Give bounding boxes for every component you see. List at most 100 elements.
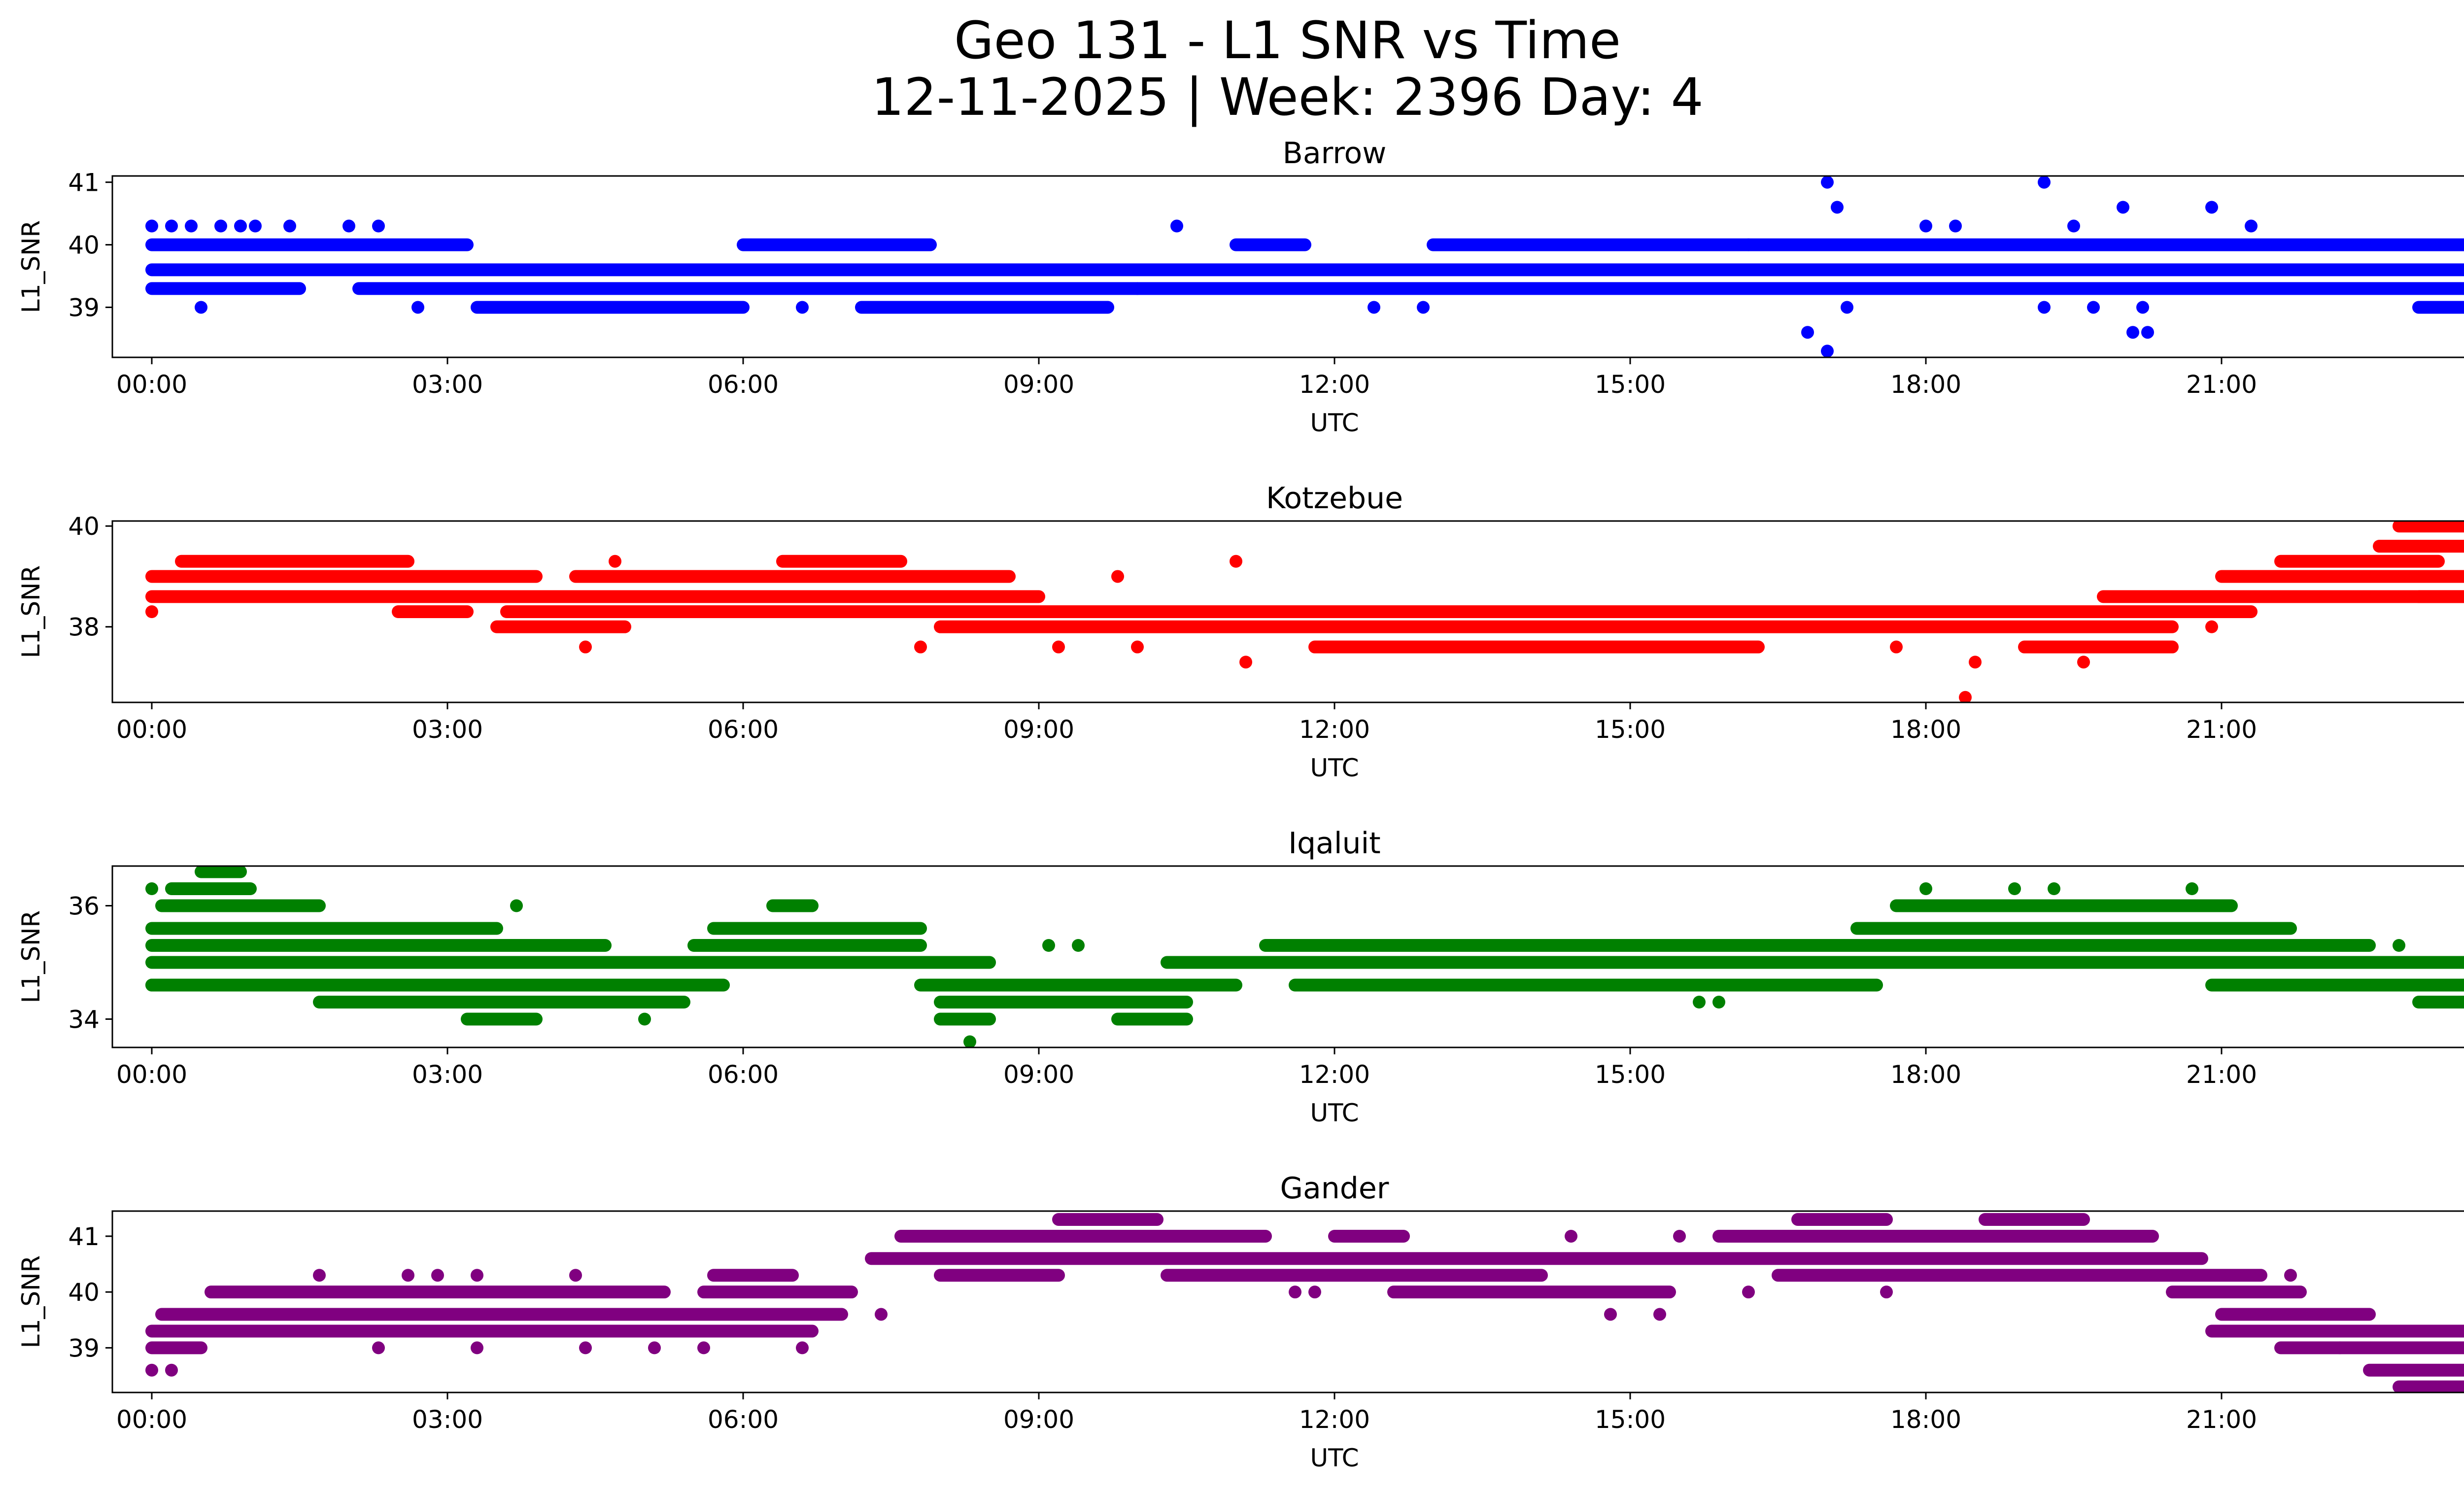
data-point-14: [1712, 996, 1725, 1008]
data-point-17: [2205, 201, 2218, 214]
data-point-3: [214, 219, 227, 233]
x-tick-label: 06:00: [708, 715, 779, 744]
subplot-kotzebue: 00:00 03:00 06:00 09:00 12:00 15:00 18:00 21:00…: [17, 481, 2464, 782]
data-point-12: [1919, 219, 1932, 233]
x-tick-label: 09:00: [1003, 370, 1074, 399]
data-point-10: [1042, 939, 1055, 952]
data-point-12: [796, 1341, 809, 1355]
figure-title-line2: 12-11-2025 | Week: 2396 Day: 4: [871, 67, 1704, 127]
x-tick-label: 00:00: [116, 1405, 187, 1434]
x-tick-label: 15:00: [1595, 1405, 1666, 1434]
x-tick-label: 21:00: [2186, 1405, 2257, 1434]
data-point-14: [1289, 1286, 1301, 1299]
x-tick-label: 00:00: [116, 1060, 187, 1089]
data-point-2: [1052, 640, 1065, 654]
data-point-18: [1653, 1308, 1666, 1321]
data-point-4: [1239, 656, 1252, 669]
x-tick-label: 03:00: [412, 1405, 483, 1434]
data-point-5: [510, 899, 523, 912]
data-point-0: [963, 1035, 976, 1047]
x-tick-label: 21:00: [2186, 715, 2257, 744]
data-point-13: [875, 1308, 888, 1321]
y-axis-label: L1_SNR: [17, 910, 45, 1004]
data-point-1: [638, 1012, 651, 1026]
data-point-6: [283, 219, 296, 233]
data-point-6: [1919, 882, 1932, 895]
data-point-27: [1368, 301, 1380, 314]
y-tick-label: 38: [68, 613, 100, 642]
y-axis-label: L1_SNR: [17, 1255, 45, 1349]
data-point-28: [1417, 301, 1430, 314]
data-point-31: [2087, 301, 2100, 314]
data-point-13: [1693, 996, 1706, 1008]
y-tick-label: 40: [68, 512, 100, 541]
data-point-3: [1131, 640, 1144, 654]
data-point-9: [2186, 882, 2198, 895]
data-point-7: [2008, 882, 2021, 895]
data-point-30: [2038, 301, 2051, 314]
data-point-20: [1880, 1286, 1893, 1299]
data-point-16: [2117, 201, 2129, 214]
y-tick-label: 39: [68, 293, 100, 322]
x-tick-label: 09:00: [1003, 715, 1074, 744]
y-tick-label: 40: [68, 1278, 100, 1307]
data-point-3: [402, 1269, 414, 1282]
x-tick-label: 12:00: [1299, 1060, 1370, 1089]
y-axis-label: L1_SNR: [17, 220, 45, 313]
data-point-29: [1841, 301, 1853, 314]
y-axis-label: L1_SNR: [17, 565, 45, 659]
subplot-title: Iqaluit: [1288, 826, 1380, 861]
x-tick-label: 06:00: [708, 1405, 779, 1434]
data-point-0: [145, 219, 158, 233]
data-point-8: [1890, 640, 1903, 654]
x-axis-label: UTC: [1310, 1444, 1359, 1472]
data-point-11: [1230, 555, 1242, 568]
x-tick-label: 03:00: [412, 370, 483, 399]
data-point-9: [2205, 620, 2218, 633]
x-tick-label: 12:00: [1299, 1405, 1370, 1434]
x-tick-label: 06:00: [708, 370, 779, 399]
x-tick-label: 00:00: [116, 370, 187, 399]
x-tick-label: 09:00: [1003, 1060, 1074, 1089]
x-axis-label: UTC: [1310, 1099, 1359, 1127]
subplot-iqaluit: 00:00 03:00 06:00 09:00 12:00 15:00 18:00 21:00…: [17, 826, 2464, 1127]
x-tick-label: 15:00: [1595, 1060, 1666, 1089]
data-point-5: [471, 1269, 483, 1282]
data-point-14: [2038, 176, 2051, 189]
data-point-1: [914, 640, 927, 654]
data-point-18: [2245, 219, 2258, 233]
data-point-10: [1831, 201, 1844, 214]
data-point-23: [2333, 1341, 2346, 1355]
data-point-7: [2077, 656, 2090, 669]
data-point-11: [1072, 939, 1085, 952]
x-tick-label: 21:00: [2186, 1060, 2257, 1089]
data-point-2: [313, 1269, 326, 1282]
data-point-10: [609, 555, 621, 568]
y-tick-label: 36: [68, 892, 100, 921]
data-point-8: [372, 219, 385, 233]
x-tick-label: 18:00: [1890, 370, 1961, 399]
data-point-6: [569, 1269, 582, 1282]
data-point-11: [1821, 176, 1834, 189]
figure-title-line1: Geo 131 - L1 SNR vs Time: [954, 10, 1621, 70]
x-tick-label: 18:00: [1890, 715, 1961, 744]
x-tick-label: 03:00: [412, 715, 483, 744]
x-axis-label: UTC: [1310, 754, 1359, 782]
subplot-title: Gander: [1280, 1171, 1389, 1206]
data-point-5: [249, 219, 262, 233]
x-tick-label: 15:00: [1595, 370, 1666, 399]
data-point-1: [165, 219, 178, 233]
x-tick-label: 21:00: [2186, 370, 2257, 399]
data-point-9: [1170, 219, 1183, 233]
x-tick-label: 12:00: [1299, 715, 1370, 744]
data-point-6: [1969, 656, 1982, 669]
data-point-17: [1604, 1308, 1617, 1321]
x-axis-label: UTC: [1310, 409, 1359, 437]
data-point-1: [165, 1363, 178, 1377]
data-point-11: [697, 1341, 710, 1355]
x-tick-label: 03:00: [412, 1060, 483, 1089]
data-point-7: [342, 219, 355, 233]
scatter-series-gander: [145, 1213, 2464, 1392]
data-point-4: [431, 1269, 444, 1282]
